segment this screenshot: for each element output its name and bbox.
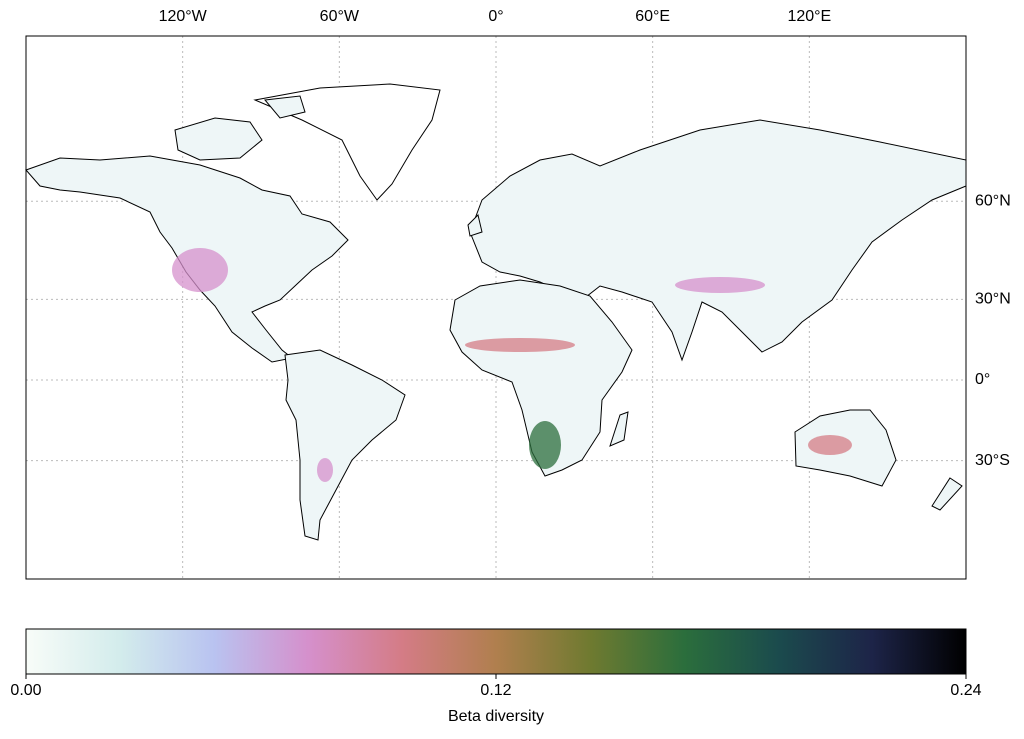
lat-tick-label: 30°S — [975, 452, 1010, 469]
british-isles — [467, 214, 483, 237]
diversity-hotspots — [172, 248, 852, 482]
lat-tick-label: 0° — [975, 371, 990, 388]
colorbar — [25, 628, 967, 675]
hotspot — [529, 421, 561, 469]
lon-tick-label: 120°E — [787, 8, 831, 25]
map-frame — [25, 35, 967, 580]
hotspot — [808, 435, 852, 455]
lat-tick-label: 60°N — [975, 192, 1011, 209]
colorbar-tick-label: 0.00 — [10, 682, 41, 699]
hotspot — [317, 458, 333, 482]
hotspot — [172, 248, 228, 292]
lon-tick-label: 0° — [488, 8, 503, 25]
colorbar-tick-label: 0.12 — [480, 682, 511, 699]
lon-tick-label: 60°W — [320, 8, 360, 25]
lat-tick-label: 30°N — [975, 291, 1011, 308]
new-zealand — [931, 477, 963, 511]
africa — [449, 279, 633, 477]
madagascar — [609, 411, 629, 447]
arctic-islands — [174, 95, 306, 161]
colorbar-tick-label: 0.24 — [950, 682, 981, 699]
south-america — [284, 349, 406, 541]
lon-tick-label: 120°W — [159, 8, 208, 25]
lon-tick-label: 60°E — [635, 8, 670, 25]
colorbar-label: Beta diversity — [448, 708, 544, 725]
hotspot — [465, 338, 575, 352]
hotspot — [675, 277, 765, 293]
